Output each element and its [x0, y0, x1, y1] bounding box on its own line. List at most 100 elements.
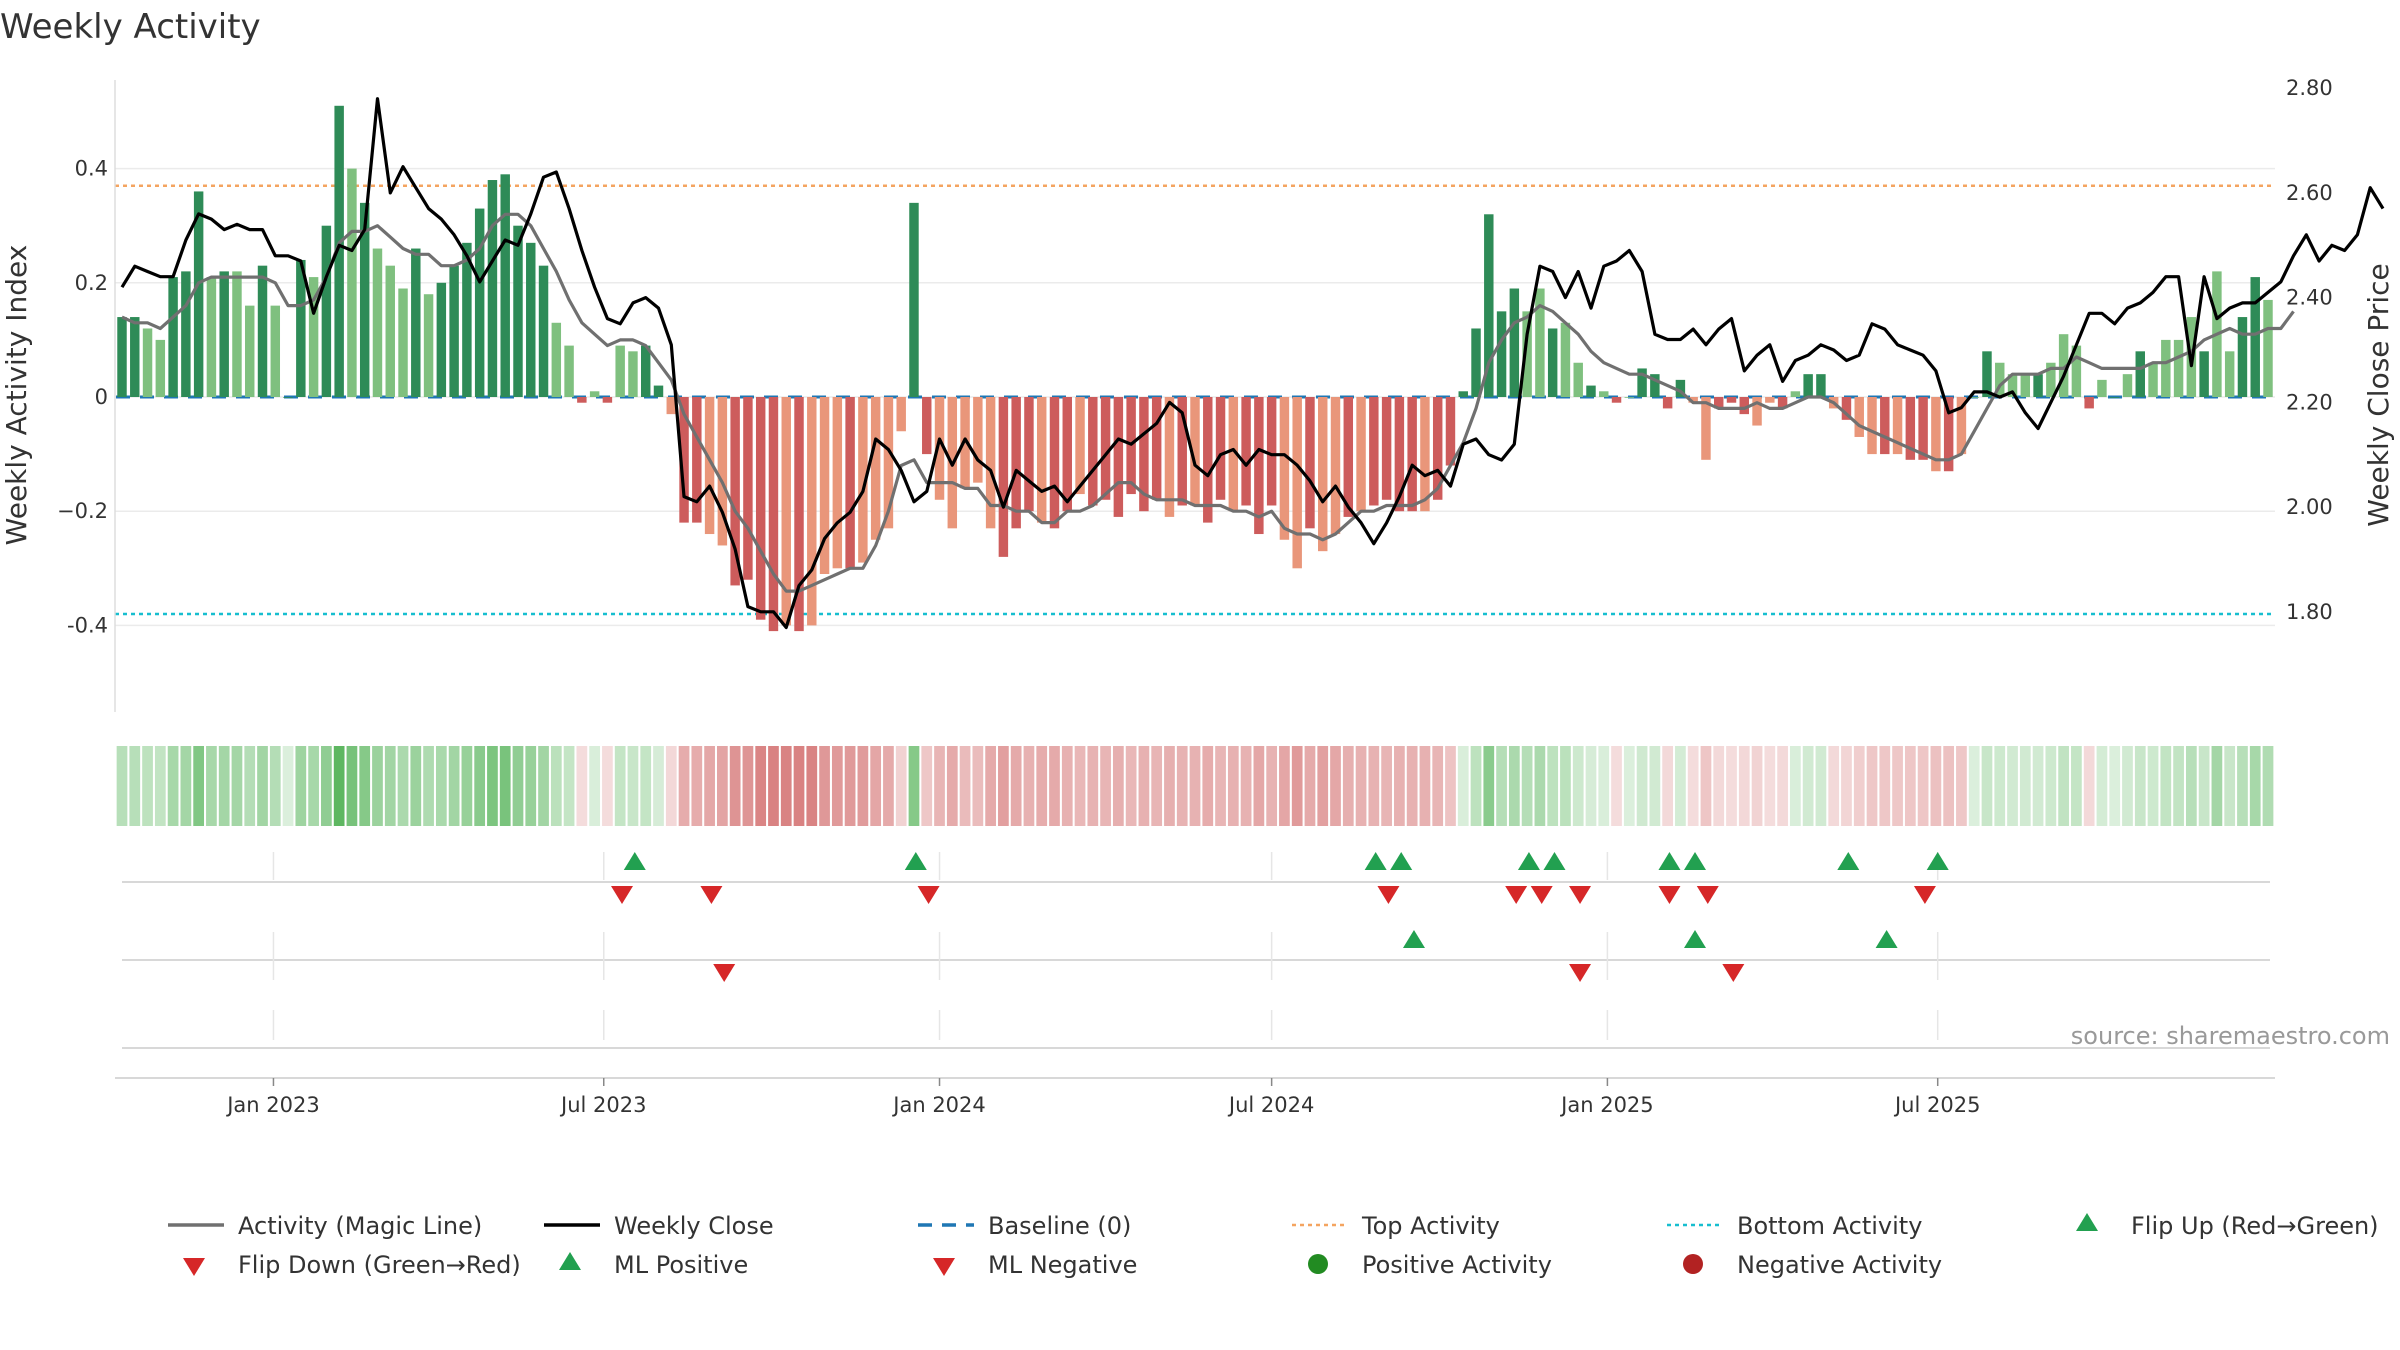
strip-cell-164 [2211, 746, 2223, 826]
flip-up-marker-2 [1364, 852, 1387, 870]
strip-cell-158 [2134, 746, 2146, 826]
activity-bar-92 [1292, 397, 1302, 569]
strip-cell-102 [1419, 746, 1431, 826]
strip-cell-154 [2083, 746, 2095, 826]
strip-cell-149 [2019, 746, 2031, 826]
activity-bar-84 [1190, 397, 1200, 506]
flip-down-marker-6 [1569, 886, 1592, 904]
activity-bar-101 [1407, 397, 1417, 512]
strip-cell-29 [487, 746, 498, 826]
strip-cell-86 [1215, 746, 1226, 826]
activity-bar-119 [1637, 368, 1647, 397]
strip-cell-107 [1483, 746, 1495, 826]
strip-cell-88 [1240, 746, 1252, 826]
activity-bar-69 [998, 397, 1009, 557]
strip-cell-0 [116, 746, 128, 826]
activity-bar-135 [1841, 397, 1852, 420]
activity-bar-7 [206, 277, 217, 397]
activity-bar-1 [130, 317, 140, 397]
activity-bar-127 [1739, 397, 1750, 415]
strip-cell-134 [1828, 746, 1840, 826]
activity-bar-47 [717, 397, 728, 546]
strip-cell-159 [2147, 746, 2159, 826]
activity-bar-78 [1113, 397, 1124, 517]
activity-bar-94 [1318, 397, 1328, 552]
activity-bar-0 [117, 317, 127, 397]
signal-panels [115, 852, 2275, 1079]
activity-bar-90 [1266, 397, 1277, 506]
strip-cell-118 [1623, 746, 1635, 826]
strip-cell-89 [1253, 746, 1265, 826]
flip-up-marker-9 [1926, 852, 1949, 870]
strip-cell-21 [384, 746, 396, 826]
y2-tick-label-3: 2.20 [2286, 390, 2333, 414]
strip-cell-11 [257, 746, 268, 826]
activity-bar-57 [845, 397, 855, 569]
legend-label-4: Bottom Activity [1737, 1212, 1922, 1240]
strip-cell-99 [1381, 746, 1392, 826]
strip-cell-1 [129, 746, 141, 826]
strip-cell-145 [1968, 746, 1980, 826]
ml-positive-marker-1 [1684, 930, 1707, 948]
activity-bar-4 [168, 277, 178, 397]
strip-cell-65 [946, 746, 958, 826]
activity-bar-80 [1139, 397, 1149, 512]
activity-strip [116, 746, 2274, 826]
strip-cell-108 [1496, 746, 1507, 826]
activity-bar-95 [1330, 397, 1341, 535]
activity-bar-102 [1420, 397, 1430, 512]
strip-cell-100 [1394, 746, 1405, 826]
activity-bar-89 [1254, 397, 1264, 535]
activity-bar-108 [1496, 311, 1507, 397]
activity-bar-26 [449, 265, 459, 397]
activity-bar-77 [1100, 397, 1111, 500]
activity-bar-34 [551, 322, 562, 397]
flip-down-marker-2 [917, 886, 940, 904]
strip-cell-35 [563, 746, 575, 826]
legend-label-5: Flip Up (Red→Green) [2131, 1212, 2379, 1240]
activity-bar-25 [436, 282, 447, 397]
activity-bar-167 [2250, 277, 2260, 397]
strip-cell-73 [1049, 746, 1060, 826]
strip-cell-144 [1956, 746, 1967, 826]
flip-down-marker-1 [700, 886, 723, 904]
strip-cell-129 [1764, 746, 1776, 826]
activity-bar-100 [1394, 397, 1405, 512]
legend-label-6: Flip Down (Green→Red) [238, 1251, 521, 1279]
strip-cell-79 [1125, 746, 1137, 826]
activity-bar-76 [1088, 397, 1098, 506]
strip-cell-116 [1598, 746, 1610, 826]
strip-cell-68 [985, 746, 996, 826]
strip-cell-53 [793, 746, 805, 826]
strip-cell-54 [806, 746, 818, 826]
strip-cell-95 [1330, 746, 1341, 826]
strip-cell-157 [2122, 746, 2133, 826]
activity-bar-61 [896, 397, 906, 432]
strip-cell-136 [1853, 746, 1865, 826]
strip-cell-5 [180, 746, 192, 826]
flip-down-marker-0 [611, 886, 634, 904]
strip-cell-114 [1572, 746, 1584, 826]
activity-bar-50 [755, 397, 766, 620]
strip-cell-61 [895, 746, 907, 826]
strip-cell-20 [372, 746, 383, 826]
activity-bar-106 [1471, 328, 1481, 397]
activity-bar-138 [1880, 397, 1890, 455]
strip-cell-3 [154, 746, 166, 826]
activity-bar-41 [640, 345, 651, 397]
activity-bar-137 [1867, 397, 1877, 455]
activity-bar-120 [1650, 374, 1660, 397]
strip-cell-110 [1521, 746, 1533, 826]
strip-cell-2 [142, 746, 153, 826]
activity-bar-2 [142, 328, 153, 397]
strip-cell-125 [1713, 746, 1725, 826]
strip-cell-19 [359, 746, 371, 826]
activity-bar-163 [2199, 351, 2209, 397]
activity-bar-110 [1522, 311, 1532, 397]
legend-symbol-8 [933, 1258, 955, 1276]
activity-bar-5 [181, 271, 191, 397]
strip-cell-42 [653, 746, 664, 826]
activity-bar-87 [1228, 397, 1239, 512]
strip-cell-39 [614, 746, 626, 826]
strip-cell-97 [1355, 746, 1367, 826]
